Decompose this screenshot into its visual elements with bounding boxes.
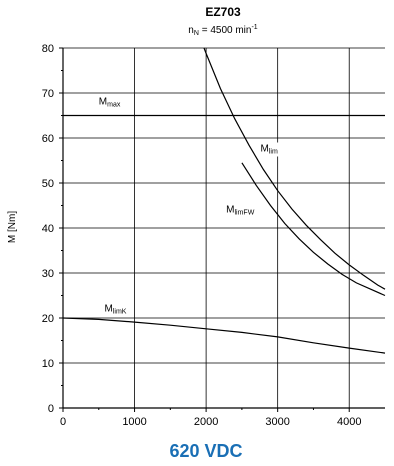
series-label-subscript: max — [107, 101, 121, 108]
series-label-background — [259, 142, 279, 157]
series-label-background — [103, 302, 128, 317]
series-lines — [62, 47, 386, 354]
y-tick-label: 30 — [42, 268, 54, 280]
series-label-Mmax: Mmax — [99, 96, 121, 108]
y-tick-label: 70 — [42, 88, 54, 100]
axes — [59, 47, 385, 412]
y-tick-label: 20 — [42, 313, 54, 325]
series-label-base: M — [226, 204, 234, 215]
voltage-footer: 620 VDC — [169, 441, 242, 461]
series-label-subscript: limFW — [234, 209, 254, 216]
x-tick-label: 0 — [60, 416, 66, 428]
chart-title: EZ703 — [205, 5, 241, 19]
y-tick-label: 0 — [48, 403, 54, 415]
subtitle-value: = 4500 min — [199, 25, 252, 36]
subtitle-symbol: n — [188, 25, 194, 36]
series-label-MlimFW: MlimFW — [226, 204, 255, 216]
y-axis-label: M [Nm] — [7, 211, 18, 243]
series-label-MlimK: MlimK — [105, 303, 127, 315]
series-label-background — [97, 95, 122, 110]
series-label-base: M — [99, 96, 107, 107]
subtitle-symbol-subscript: N — [194, 30, 199, 37]
series-line-Mlim — [203, 47, 386, 290]
tick-labels: 0 10 20 30 40 50 60 70 80 0 1000 2000 3000 4000 — [42, 43, 362, 428]
series-label-base: M — [105, 303, 113, 314]
series-line-MlimFW — [241, 162, 386, 297]
x-tick-label: 4000 — [337, 416, 361, 428]
chart-subtitle: nN = 4500 min-1 — [188, 24, 258, 37]
y-tick-label: 10 — [42, 358, 54, 370]
series-label-subscript: limK — [113, 308, 127, 315]
series-label-Mlim: Mlim — [260, 144, 277, 156]
y-tick-label: 40 — [42, 223, 54, 235]
series-label-background — [225, 203, 256, 218]
series-line-MlimK — [62, 317, 386, 354]
x-tick-label: 2000 — [194, 416, 218, 428]
y-tick-label: 80 — [42, 43, 54, 55]
subtitle-superscript: -1 — [251, 24, 257, 31]
x-tick-label: 1000 — [122, 416, 146, 428]
y-tick-label: 60 — [42, 133, 54, 145]
y-tick-label: 50 — [42, 178, 54, 190]
x-tick-label: 3000 — [265, 416, 289, 428]
series-label-subscript: lim — [269, 149, 278, 156]
series-label-base: M — [260, 144, 268, 155]
